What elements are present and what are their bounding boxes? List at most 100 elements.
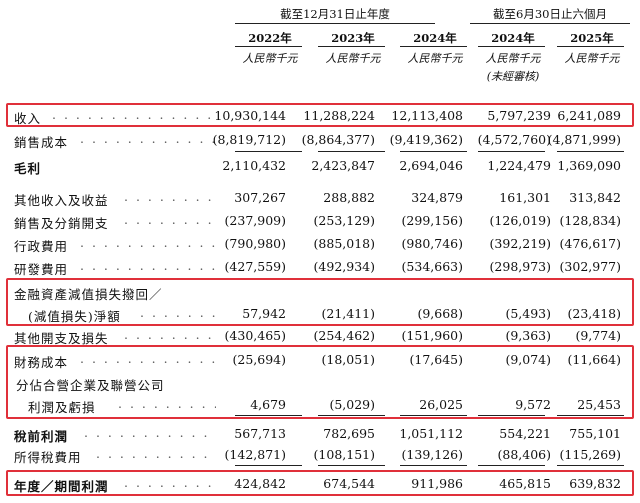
- cell-value: (126,019): [489, 213, 551, 228]
- row-label: 利潤及虧損: [28, 400, 96, 415]
- cell-value: (430,465): [224, 328, 286, 343]
- cell-value: (237,909): [224, 213, 286, 228]
- interim-period-header: 截至6月30日止六個月: [493, 7, 607, 21]
- annual-period-header: 截至12月31日止年度: [280, 7, 390, 21]
- leader-dots: . . . . . . . . . . . . .: [80, 131, 215, 146]
- cell-value: (128,834): [559, 213, 621, 228]
- table-row-cost-of-sales: 銷售成本 . . . . . . . . . . . . . (8,819,71…: [0, 130, 640, 150]
- subtotal-rule: [400, 415, 467, 416]
- highlight-box-period-profit: [6, 470, 634, 496]
- table-row-impairment-net: (減值損失)淨額 . . . . . . . 57,942 (21,411) (…: [0, 304, 640, 324]
- year-rule-2023: [318, 46, 385, 47]
- subtotal-rule: [478, 465, 545, 466]
- cell-value: (298,973): [489, 259, 551, 274]
- cell-value: (9,774): [575, 328, 621, 343]
- row-label: 毛利: [14, 161, 42, 176]
- cell-value: 324,879: [411, 190, 463, 205]
- cell-value: 424,842: [234, 476, 286, 491]
- table-row-other-income: 其他收入及收益 . . . . . . . . . 307,267 288,88…: [0, 188, 640, 208]
- row-label: 其他開支及損失: [14, 331, 109, 346]
- table-row-other-expenses: 其他開支及損失 . . . . . . . . . (430,465) (254…: [0, 326, 640, 346]
- cell-value: 12,113,408: [391, 108, 463, 123]
- unaudited-note: (未經審核): [486, 70, 540, 83]
- leader-dots: . . . . . . . . . . . .: [84, 425, 216, 440]
- cell-value: 6,241,089: [557, 108, 621, 123]
- highlight-box-finance: [6, 345, 634, 419]
- row-label: 分佔合營企業及聯營公司: [16, 378, 165, 393]
- highlight-box-impairment: [6, 278, 634, 326]
- table-row-income-tax: 所得稅費用 . . . . . . . . . . . (142,871) (1…: [0, 445, 640, 465]
- cell-value: (142,871): [224, 447, 286, 462]
- cell-value: 674,544: [323, 476, 375, 491]
- subtotal-rule: [400, 465, 467, 466]
- cell-value: (253,129): [313, 213, 375, 228]
- cell-value: 755,101: [569, 426, 621, 441]
- cell-value: (18,051): [321, 352, 376, 367]
- leader-dots: . . . . . . . . . . . . .: [80, 235, 215, 250]
- row-label: 行政費用: [14, 239, 69, 254]
- cell-value: (88,406): [497, 447, 552, 462]
- cell-value: (254,462): [313, 328, 375, 343]
- cell-value: (476,617): [559, 236, 621, 251]
- table-row-revenue: 收入 . . . . . . . . . . . . . . . 10,930,…: [0, 106, 640, 126]
- cell-value: 639,832: [569, 476, 621, 491]
- cell-value: 313,842: [569, 190, 621, 205]
- cell-value: (9,419,362): [389, 132, 463, 147]
- row-label: 銷售成本: [14, 135, 69, 150]
- cell-value: 2,694,046: [399, 158, 463, 173]
- cell-value: 2,110,432: [222, 158, 286, 173]
- cell-value: (25,694): [232, 352, 287, 367]
- unit-label-2024-interim: 人民幣千元: [485, 52, 541, 65]
- cell-value: 161,301: [499, 190, 551, 205]
- row-label: 研發費用: [14, 262, 69, 277]
- cell-value: 465,815: [499, 476, 551, 491]
- cell-value: 11,288,224: [303, 108, 375, 123]
- cell-value: 554,221: [499, 426, 551, 441]
- leader-dots: . . . . . . . . . . . . .: [80, 351, 215, 366]
- cell-value: (5,029): [329, 397, 375, 412]
- year-header-2022: 2022年: [248, 31, 292, 45]
- cell-value: (9,363): [505, 328, 551, 343]
- cell-value: 5,797,239: [487, 108, 551, 123]
- highlight-box-revenue: [6, 103, 634, 127]
- row-label: 收入: [14, 111, 42, 126]
- row-label: (減值損失)淨額: [28, 309, 121, 324]
- year-rule-2022: [235, 46, 302, 47]
- annual-header-rule: [235, 23, 435, 24]
- cell-value: 4,679: [250, 397, 286, 412]
- subtotal-rule: [557, 415, 624, 416]
- subtotal-rule: [557, 151, 624, 152]
- subtotal-rule: [235, 465, 302, 466]
- cell-value: (299,156): [401, 213, 463, 228]
- row-label: 銷售及分銷開支: [14, 216, 109, 231]
- unit-label-2024: 人民幣千元: [407, 52, 463, 65]
- cell-value: 10,930,144: [214, 108, 286, 123]
- table-row-selling-expenses: 銷售及分銷開支 . . . . . . . . . (237,909) (253…: [0, 211, 640, 231]
- table-row-impairment-header: 金融資產減值損失撥回／: [0, 282, 640, 302]
- year-header-2024: 2024年: [413, 31, 457, 45]
- cell-value: (885,018): [313, 236, 375, 251]
- cell-value: (17,645): [409, 352, 464, 367]
- cell-value: (980,746): [401, 236, 463, 251]
- cell-value: 57,942: [242, 306, 286, 321]
- cell-value: 782,695: [323, 426, 375, 441]
- leader-dots: . . . . . . . . .: [124, 189, 216, 204]
- table-row-rnd-expenses: 研發費用 . . . . . . . . . . . . . (427,559)…: [0, 257, 640, 277]
- leader-dots: . . . . . . . . . . . . .: [80, 258, 215, 273]
- leader-dots: . . . . . . . . .: [118, 396, 216, 411]
- cell-value: (9,668): [417, 306, 463, 321]
- subtotal-rule: [400, 151, 467, 152]
- year-rule-2024-interim: [478, 46, 545, 47]
- table-row-admin-expenses: 行政費用 . . . . . . . . . . . . . (790,980)…: [0, 234, 640, 254]
- cell-value: 911,986: [411, 476, 463, 491]
- unit-label-2023: 人民幣千元: [325, 52, 381, 65]
- year-header-2025-interim: 2025年: [570, 31, 614, 45]
- cell-value: 1,051,112: [399, 426, 463, 441]
- table-row-finance-costs: 財務成本 . . . . . . . . . . . . . (25,694) …: [0, 350, 640, 370]
- cell-value: 567,713: [234, 426, 286, 441]
- table-row-jv-share-profit: 利潤及虧損 . . . . . . . . . 4,679 (5,029) 26…: [0, 395, 640, 415]
- cell-value: (4,572,760): [477, 132, 551, 147]
- table-row-profit-before-tax: 稅前利潤 . . . . . . . . . . . . 567,713 782…: [0, 424, 640, 444]
- cell-value: 2,423,847: [311, 158, 375, 173]
- cell-value: (9,074): [505, 352, 551, 367]
